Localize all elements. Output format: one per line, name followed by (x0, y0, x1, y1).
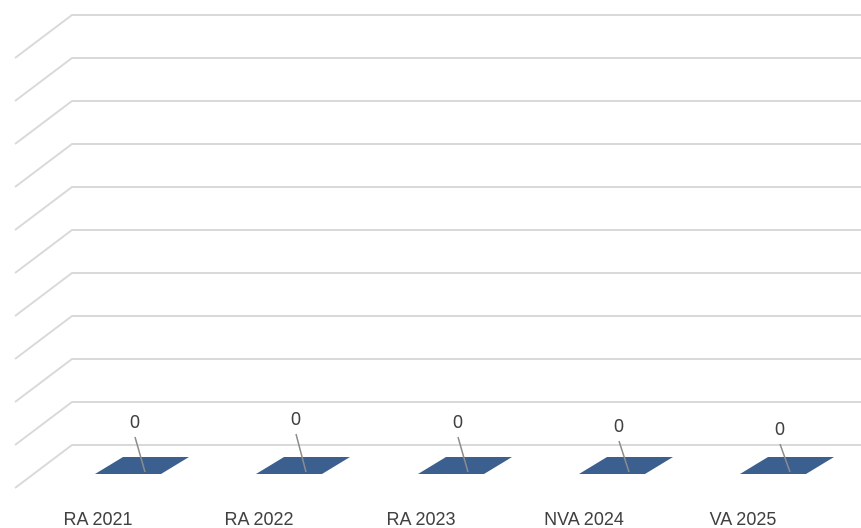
data-label-leader (134, 436, 146, 473)
data-label-leader (295, 433, 307, 473)
bar (95, 457, 189, 474)
bar (418, 457, 512, 474)
data-label-leader (457, 436, 469, 473)
data-labels: 0 0 0 0 0 (130, 409, 791, 473)
data-label: 0 (453, 412, 463, 432)
gridline (14, 100, 861, 145)
bar (256, 457, 350, 474)
gridline (14, 401, 861, 446)
data-label-leader (779, 443, 791, 473)
bars (95, 457, 834, 474)
gridline (14, 315, 861, 360)
x-tick-label: RA 2023 (386, 509, 455, 528)
gridlines (14, 14, 861, 489)
data-label-leader (618, 440, 630, 473)
x-tick-label: VA 2025 (710, 509, 777, 528)
x-tick-label: RA 2022 (224, 509, 293, 528)
gridline (14, 444, 861, 489)
data-label: 0 (291, 409, 301, 429)
gridline (14, 186, 861, 231)
gridline (14, 57, 861, 102)
x-tick-label: RA 2021 (63, 509, 132, 528)
gridline (14, 143, 861, 188)
data-label: 0 (614, 416, 624, 436)
x-tick-label: NVA 2024 (544, 509, 624, 528)
bar (579, 457, 673, 474)
gridline (14, 229, 861, 274)
data-label: 0 (775, 419, 785, 439)
data-label: 0 (130, 412, 140, 432)
gridline (14, 358, 861, 403)
gridline (14, 14, 861, 59)
gridline (14, 272, 861, 317)
x-axis-tick-labels: RA 2021 RA 2022 RA 2023 NVA 2024 VA 2025 (63, 509, 776, 528)
